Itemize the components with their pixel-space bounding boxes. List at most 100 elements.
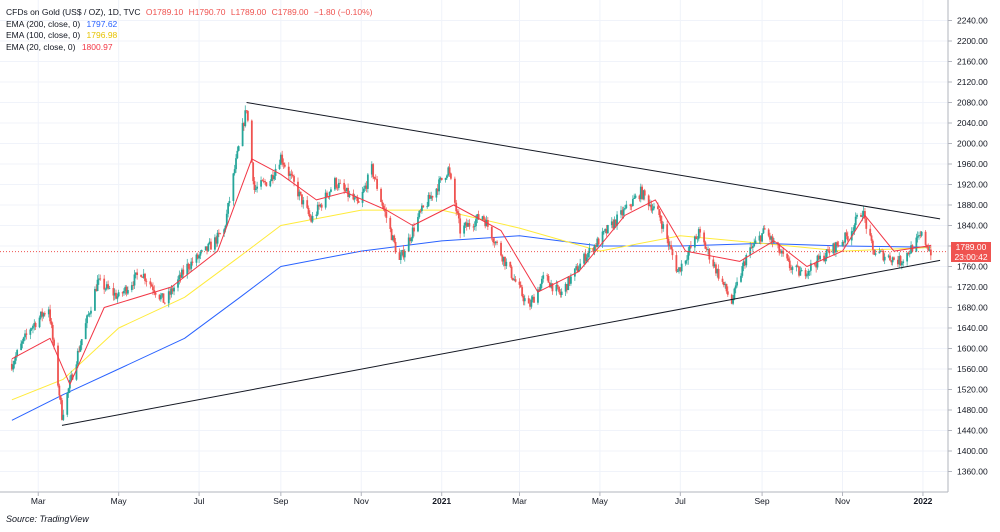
candle-body [558, 286, 560, 292]
candle-body [389, 217, 392, 229]
candle-body [348, 193, 351, 197]
candle-body [568, 277, 571, 284]
trendlines[interactable] [61, 102, 941, 426]
candle-body [186, 263, 189, 275]
candle-body [597, 238, 600, 245]
candle-body [522, 295, 525, 302]
candle-body [734, 285, 737, 289]
candle-body [745, 255, 748, 266]
candle-body [533, 296, 535, 303]
candle-body [380, 188, 382, 202]
candle-body [438, 179, 440, 192]
y-tick-label: 1560.00 [957, 364, 988, 374]
legend-ema200[interactable]: EMA (200, close, 0) 1797.62 [6, 19, 376, 31]
candle-body [832, 243, 835, 254]
candle-body [856, 215, 858, 217]
candle-body [688, 246, 691, 252]
candle-body [411, 227, 414, 239]
time-axis[interactable]: Mar May Jul Sep Nov 2021 Mar May Jul Sep Nov 2022 [0, 491, 948, 506]
candle-body [152, 286, 154, 291]
change-value: −1.80 (−0.10%) [313, 7, 373, 17]
candle-body [254, 188, 257, 190]
candle-body [584, 253, 587, 262]
candle-body [918, 235, 920, 237]
candle-body [707, 249, 709, 250]
candle-body [279, 154, 282, 165]
ema100-line [11, 209, 931, 401]
candle-body [642, 190, 645, 200]
candle-body [786, 253, 789, 259]
candle-body [57, 345, 59, 386]
x-tick-label: 2022 [913, 496, 932, 506]
candle-body [693, 236, 696, 248]
candle-body [796, 265, 799, 267]
candle-body [513, 279, 516, 281]
x-tick-label: May [592, 496, 609, 506]
candle-body [620, 210, 622, 215]
candlesticks [10, 105, 932, 422]
candle-body [145, 280, 148, 282]
candle-body [887, 255, 890, 257]
candle-body [873, 249, 876, 255]
candle-body [555, 284, 558, 292]
candle-body [299, 191, 302, 195]
candle-body [606, 225, 609, 234]
candle-body [733, 288, 736, 299]
candle-body [394, 241, 397, 253]
candle-body [50, 321, 53, 325]
candle-body [518, 281, 521, 285]
legend-ema100[interactable]: EMA (100, close, 0) 1796.98 [6, 30, 376, 42]
candle-body [236, 150, 239, 159]
candle-body [13, 360, 16, 365]
symbol-title[interactable]: CFDs on Gold (US$ / OZ), 1D, TVC [6, 7, 141, 17]
candle-body [862, 211, 865, 216]
candle-body [716, 269, 719, 274]
ema200-path [11, 235, 931, 421]
last-price-tag: 1789.00 [951, 241, 991, 252]
candle-body [188, 268, 191, 270]
candle-body [43, 313, 46, 315]
candle-body [758, 235, 761, 241]
candle-body [274, 168, 277, 176]
candle-body [88, 313, 91, 315]
candle-body [79, 345, 82, 352]
candle-body [787, 258, 790, 261]
candle-body [680, 263, 683, 272]
candle-body [703, 232, 705, 243]
candle-body [95, 288, 98, 292]
candle-body [874, 253, 877, 255]
candle-body [182, 269, 185, 275]
x-tick-label: 2021 [432, 496, 451, 506]
candle-body [38, 317, 41, 328]
candle-body [319, 204, 322, 207]
y-tick-label: 1720.00 [957, 282, 988, 292]
legend-ema20[interactable]: EMA (20, close, 0) 1800.97 [6, 42, 376, 54]
candle-body [62, 414, 65, 420]
candle-body [547, 275, 550, 283]
y-tick-label: 2000.00 [957, 139, 988, 149]
candle-body [217, 232, 220, 234]
source-footer: Source: TradingView [6, 514, 89, 524]
candle-body [196, 254, 199, 259]
candle-body [264, 181, 266, 183]
candle-body [579, 263, 582, 269]
candle-body [778, 244, 781, 253]
candle-body [224, 225, 227, 230]
candle-body [256, 186, 259, 189]
candle-body [39, 311, 42, 318]
candle-body [51, 324, 54, 340]
candle-body [353, 197, 356, 200]
candle-body [595, 245, 597, 247]
candle-body [272, 174, 274, 180]
candle-body [476, 214, 479, 220]
candle-body [328, 191, 331, 197]
candle-body [686, 259, 688, 261]
candle-body [16, 350, 19, 356]
candle-body [908, 253, 911, 255]
candle-body [660, 220, 663, 229]
candle-body [59, 395, 62, 401]
candle-body [919, 235, 922, 236]
candle-body [336, 187, 339, 189]
candle-body [712, 259, 715, 267]
